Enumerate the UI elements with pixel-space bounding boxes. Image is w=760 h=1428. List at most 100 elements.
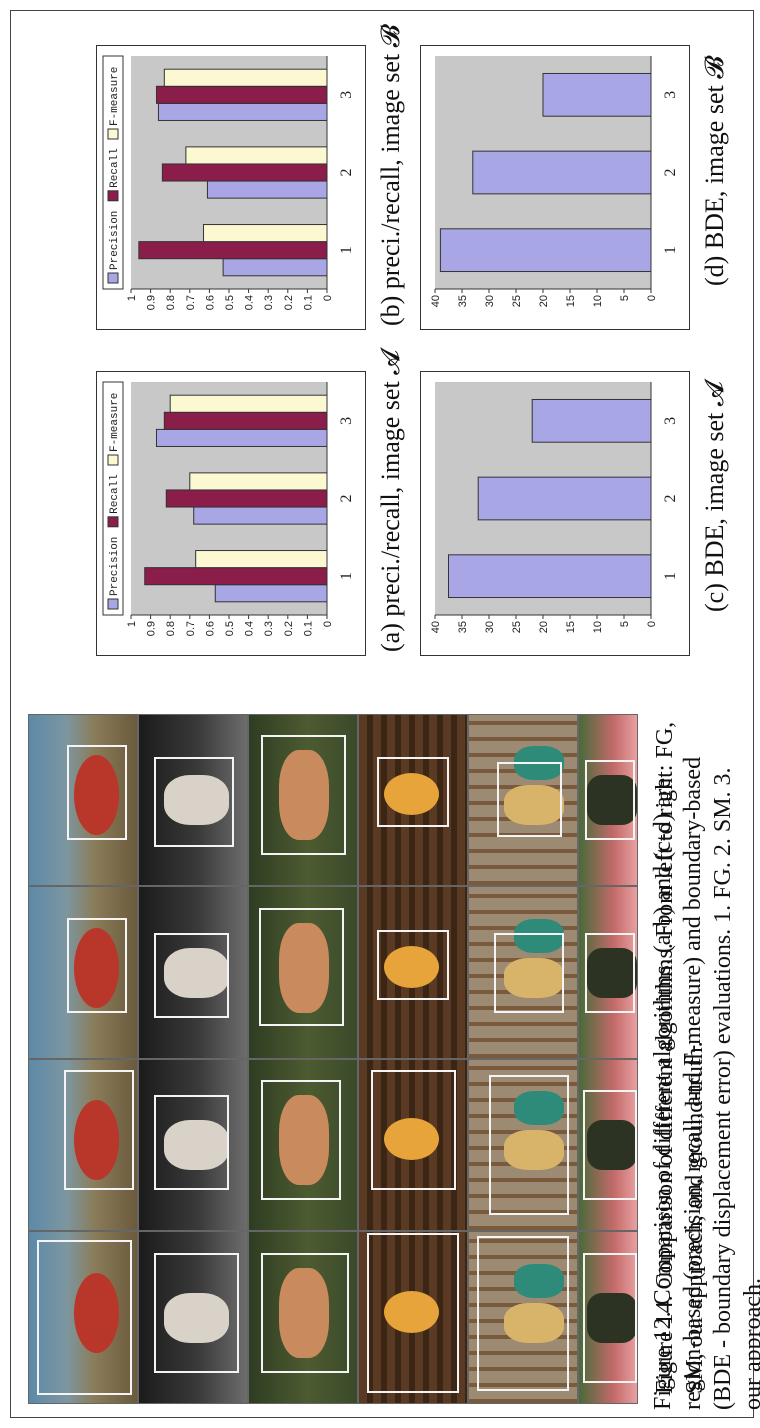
y-tick-label: 30: [484, 621, 496, 633]
y-tick-label: 0.7: [185, 295, 197, 310]
y-tick-label: 0.2: [283, 295, 295, 310]
chart-a-svg: 0 0.1 0.2 0.3 0.4 0.5 0.6 0.7 0.8 0.9 1 1 2 3 Precisio…: [102, 381, 355, 636]
y-tick-label: 20: [538, 295, 550, 307]
legend-swatch: [107, 190, 119, 202]
y-tick-label: 0.6: [204, 295, 216, 310]
y-tick-label: 0.3: [263, 295, 275, 310]
bar: [206, 180, 328, 199]
image-cell: [578, 886, 638, 1059]
y-tick-label: 0: [322, 621, 334, 627]
image-cell: [248, 886, 358, 1059]
bar: [439, 228, 652, 273]
image-cell: [138, 714, 248, 887]
subcaption-c: (c) BDE, image set 𝓐: [700, 381, 729, 612]
legend-swatch: [107, 516, 119, 528]
legend-label: F-measure: [109, 393, 121, 452]
bar: [195, 550, 328, 569]
image-cell: [468, 886, 578, 1059]
image-cell: [28, 886, 138, 1059]
bar: [155, 85, 328, 104]
legend-swatch: [107, 272, 119, 284]
bar: [531, 398, 652, 443]
y-tick-label: 0: [322, 295, 334, 301]
bar: [185, 146, 328, 165]
image-cell: [468, 1059, 578, 1232]
figure-14-image-grid: [28, 714, 638, 1404]
chart-b-svg: 0 0.1 0.2 0.3 0.4 0.5 0.6 0.7 0.8 0.9 1 1 2 3 Precisio…: [102, 55, 355, 310]
x-tick-label: 1: [338, 572, 355, 580]
image-cell: [138, 886, 248, 1059]
bar: [222, 258, 328, 277]
subcaption-b: (b) preci./recall, image set 𝓑: [376, 24, 405, 326]
image-cell: [578, 1231, 638, 1404]
y-tick-label: 0.7: [185, 621, 197, 636]
image-cell: [578, 714, 638, 887]
bar: [477, 476, 652, 521]
y-tick-label: 0.4: [244, 621, 256, 636]
image-cell: [248, 714, 358, 887]
y-tick-label: 10: [592, 621, 604, 633]
image-row-chick: [358, 714, 468, 1404]
chart-b: 0 0.1 0.2 0.3 0.4 0.5 0.6 0.7 0.8 0.9 1 1 2 3 Precisio…: [96, 45, 366, 330]
y-tick-label: 35: [457, 621, 469, 633]
x-tick-label: 2: [338, 169, 355, 177]
legend-label: Recall: [109, 148, 121, 188]
x-tick-label: 3: [338, 417, 355, 425]
x-tick-label: 1: [662, 246, 679, 254]
image-cell: [248, 1231, 358, 1404]
y-tick-label: 40: [430, 621, 442, 633]
y-tick-label: 0.1: [302, 621, 314, 636]
image-cell: [468, 1231, 578, 1404]
image-row-man: [578, 714, 638, 1404]
bar: [163, 68, 328, 87]
y-tick-label: 10: [592, 295, 604, 307]
bar: [163, 411, 328, 430]
bar: [472, 150, 652, 195]
x-tick-label: 3: [338, 91, 355, 99]
legend-box: [102, 381, 124, 616]
bar: [214, 584, 328, 603]
image-cell: [28, 1231, 138, 1404]
y-tick-label: 0.6: [204, 621, 216, 636]
y-tick-label: 5: [619, 295, 631, 301]
image-cell: [138, 1231, 248, 1404]
legend: Precision Recall F-measure: [102, 381, 124, 616]
bar: [193, 506, 328, 525]
subcaption-a: (a) preci./recall, image set 𝓐: [376, 349, 405, 652]
legend-swatch: [107, 454, 119, 466]
chart-c-svg: 0 5 10 15 20 25 30 35 40 1 2 3: [430, 382, 679, 633]
x-tick-label: 3: [662, 91, 679, 99]
y-tick-label: 0: [646, 621, 658, 627]
image-row-boat: [28, 714, 138, 1404]
y-tick-label: 0.4: [244, 295, 256, 310]
x-tick-label: 2: [338, 495, 355, 503]
y-tick-label: 0.9: [146, 295, 158, 310]
bar: [144, 567, 328, 586]
y-tick-label: 5: [619, 621, 631, 627]
y-tick-label: 0.1: [302, 295, 314, 310]
y-tick-label: 0.8: [165, 295, 177, 310]
x-tick-label: 2: [662, 495, 679, 503]
y-tick-label: 0.5: [224, 621, 236, 636]
y-tick-label: 0.9: [146, 621, 158, 636]
image-cell: [28, 714, 138, 887]
image-row-person: [138, 714, 248, 1404]
y-tick-label: 1: [126, 621, 138, 627]
image-cell: [358, 714, 468, 887]
bar: [157, 102, 328, 121]
legend-swatch: [107, 598, 119, 610]
y-tick-label: 1: [126, 295, 138, 301]
bar: [542, 72, 652, 117]
x-tick-label: 1: [662, 572, 679, 580]
legend-label: Precision: [109, 537, 121, 596]
y-tick-label: 0.5: [224, 295, 236, 310]
y-tick-label: 25: [511, 621, 523, 633]
image-cell: [28, 1059, 138, 1232]
bar: [155, 428, 328, 447]
bar: [165, 489, 328, 508]
chart-a: 0 0.1 0.2 0.3 0.4 0.5 0.6 0.7 0.8 0.9 1 1 2 3 Precisio…: [96, 371, 366, 656]
subcaption-d: (d) BDE, image set 𝓑: [700, 55, 729, 286]
image-cell: [358, 1231, 468, 1404]
